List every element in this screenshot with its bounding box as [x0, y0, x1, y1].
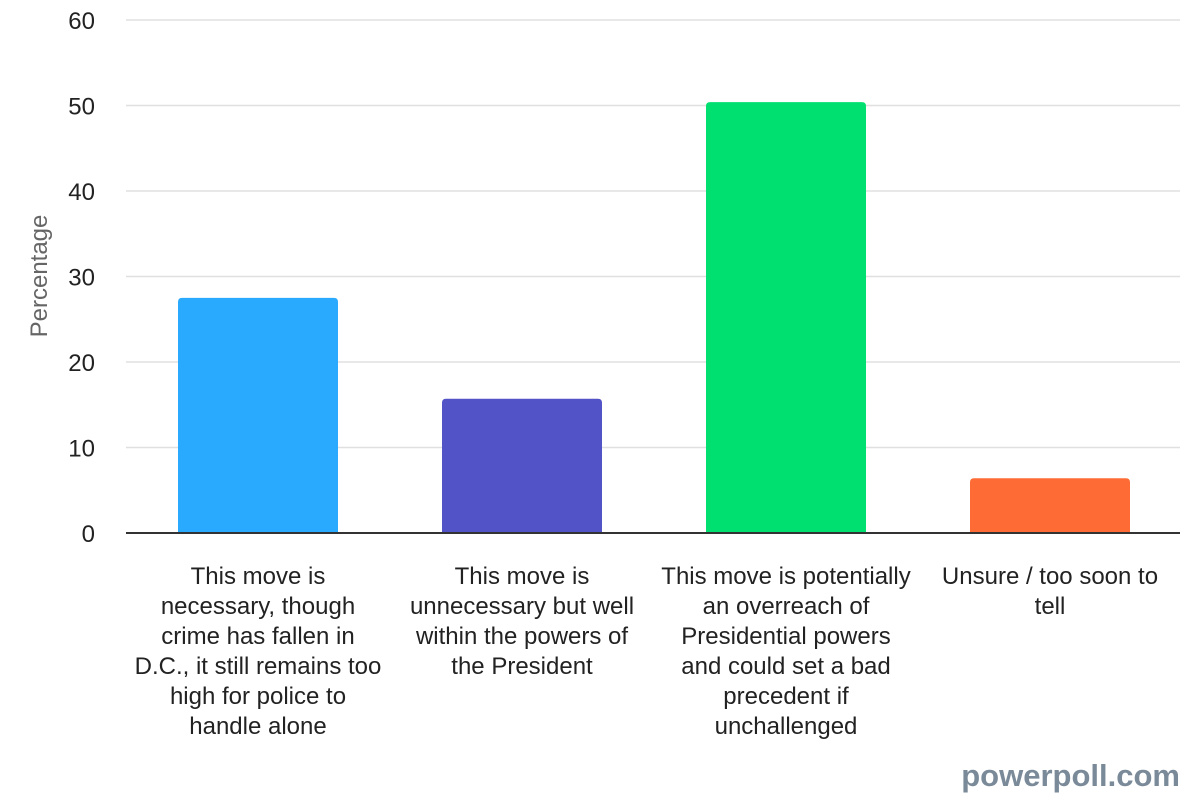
x-category-label: This move is unnecessary but well within…: [409, 563, 635, 680]
x-category-label: This move is necessary, though crime has…: [134, 563, 382, 740]
x-category-label: Unsure / too soon to tell: [941, 563, 1159, 620]
bar: [970, 478, 1130, 533]
y-tick-label: 40: [68, 179, 95, 206]
y-tick-label: 50: [68, 94, 95, 121]
y-tick-label: 20: [68, 350, 95, 377]
bar: [442, 398, 602, 533]
y-axis-ticks: 0 10 20 30 40 50 60: [68, 8, 95, 548]
bar: [178, 297, 338, 533]
watermark: powerpoll.com: [961, 758, 1180, 793]
y-tick-label: 10: [68, 436, 95, 463]
y-tick-label: 0: [82, 521, 95, 548]
x-category-label: This move is potentially an overreach of…: [661, 563, 911, 740]
y-tick-label: 30: [68, 265, 95, 292]
bars: [178, 102, 1130, 533]
y-tick-label: 60: [68, 8, 95, 35]
y-axis-label: Percentage: [26, 215, 53, 338]
bar: [706, 102, 866, 533]
